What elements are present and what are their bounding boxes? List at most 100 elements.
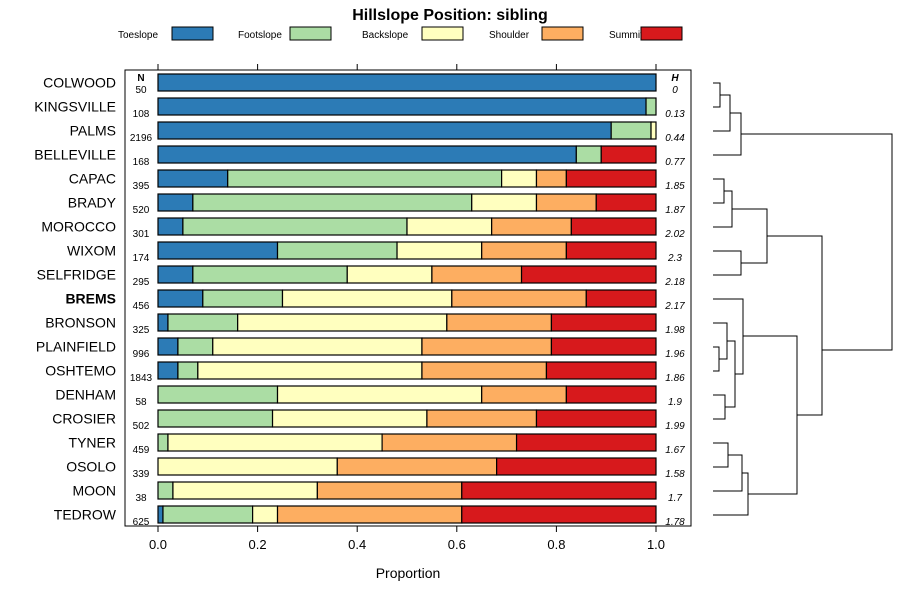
bar-segment-summit	[570, 217, 657, 236]
bar-segment-summit	[515, 433, 657, 452]
n-value: 174	[133, 253, 150, 264]
bar-row-osolo	[157, 457, 657, 476]
bar-segment-summit	[545, 361, 657, 380]
bar-row-tedrow	[157, 505, 657, 524]
h-value: 1.86	[665, 373, 685, 384]
n-value: 50	[135, 85, 147, 96]
legend: Toeslope Footslope Backslope Shoulder Summit	[118, 26, 683, 41]
n-value: 301	[133, 229, 150, 240]
bar-segment-summit	[535, 409, 657, 428]
h-header: H	[671, 73, 679, 84]
bar-segment-summit	[496, 457, 657, 476]
bar-segment-footslope	[157, 409, 274, 428]
h-value: 0.13	[665, 109, 685, 120]
bar-segment-footslope	[202, 289, 284, 308]
category-label: DENHAM	[55, 387, 116, 403]
bar-segment-summit	[565, 169, 657, 188]
h-value: 1.58	[665, 469, 685, 480]
dendrogram-branch	[743, 335, 798, 495]
dendrogram-branch	[713, 322, 728, 360]
category-label: TYNER	[69, 435, 116, 451]
n-value: 459	[133, 445, 150, 456]
bar-segment-footslope	[177, 361, 199, 380]
category-label: MOROCCO	[41, 219, 116, 235]
bar-segment-footslope	[157, 385, 279, 404]
n-column: N 50 108 2196 168 395 520 301 174 295 456 325 996 18…	[130, 73, 153, 528]
h-value: 0.77	[665, 157, 685, 168]
bar-segment-toeslope	[157, 241, 279, 260]
bar-segment-footslope	[276, 241, 398, 260]
legend-swatch-summit	[640, 26, 683, 41]
bar-segment-backslope	[396, 241, 483, 260]
bar-segment-shoulder	[316, 481, 463, 500]
bar-row-kingsville	[157, 97, 657, 116]
dendrogram-branch	[713, 394, 726, 420]
bar-area	[157, 73, 657, 524]
bar-segment-footslope	[192, 265, 348, 284]
category-label: TEDROW	[54, 507, 117, 523]
bar-segment-toeslope	[157, 361, 179, 380]
category-label: WIXOM	[67, 243, 116, 259]
dendrogram-branch	[713, 112, 742, 156]
bar-segment-toeslope	[157, 337, 179, 356]
x-tick-label: 0.2	[249, 537, 267, 552]
legend-swatch-footslope	[289, 26, 332, 41]
category-label: PALMS	[70, 123, 116, 139]
category-label: CROSIER	[52, 411, 116, 427]
bar-segment-footslope	[167, 313, 239, 332]
legend-label-backslope: Backslope	[362, 30, 409, 41]
bar-segment-toeslope	[157, 505, 164, 524]
bar-segment-toeslope	[157, 97, 647, 116]
bar-segment-shoulder	[535, 193, 597, 212]
bar-segment-backslope	[406, 217, 493, 236]
bar-segment-backslope	[501, 169, 538, 188]
h-value: 1.87	[665, 205, 685, 216]
dendrogram-branch	[713, 250, 742, 276]
n-value: 502	[133, 421, 150, 432]
bar-segment-footslope	[177, 337, 214, 356]
bar-segment-summit	[550, 337, 657, 356]
bar-segment-summit	[520, 265, 657, 284]
bar-segment-shoulder	[381, 433, 518, 452]
bar-segment-backslope	[237, 313, 448, 332]
bar-segment-backslope	[471, 193, 538, 212]
h-value: 1.67	[665, 445, 685, 456]
bar-segment-footslope	[227, 169, 503, 188]
dendrogram-branch	[713, 178, 725, 204]
dendrogram-branch	[713, 472, 749, 516]
bar-segment-shoulder	[276, 505, 463, 524]
x-tick-label: 0.8	[547, 537, 565, 552]
bar-segment-toeslope	[157, 121, 612, 140]
x-tick-label: 0.4	[348, 537, 366, 552]
h-value: 1.9	[668, 397, 682, 408]
h-value: 2.18	[664, 277, 685, 288]
dendrogram-branch	[713, 298, 744, 375]
category-label: SELFRIDGE	[37, 267, 116, 283]
bar-row-bronson	[157, 313, 657, 332]
bar-row-morocco	[157, 217, 657, 236]
legend-label-toeslope: Toeslope	[118, 30, 158, 41]
legend-swatch-toeslope	[171, 26, 214, 41]
bar-segment-shoulder	[426, 409, 538, 428]
n-value: 395	[133, 181, 150, 192]
category-label: OSOLO	[66, 459, 116, 475]
bar-segment-backslope	[276, 385, 483, 404]
bar-segment-shoulder	[535, 169, 567, 188]
category-label: BELLEVILLE	[34, 147, 116, 163]
dendrogram-branch	[713, 82, 721, 108]
bar-segment-shoulder	[481, 241, 567, 260]
n-value: 38	[135, 493, 147, 504]
n-value: 295	[133, 277, 150, 288]
dendrogram-branch	[767, 235, 823, 416]
category-labels: COLWOOD KINGSVILLE PALMS BELLEVILLE CAPAC BRA…	[34, 75, 117, 523]
chart-title: Hillslope Position: sibling	[352, 7, 548, 24]
bar-row-denham	[157, 385, 657, 404]
plot-frame	[124, 69, 692, 527]
bar-segment-toeslope	[157, 193, 194, 212]
n-value: 58	[135, 397, 147, 408]
bar-row-capac	[157, 169, 657, 188]
category-label: PLAINFIELD	[36, 339, 116, 355]
bar-row-oshtemo	[157, 361, 657, 380]
bar-row-belleville	[157, 145, 657, 164]
bar-segment-footslope	[182, 217, 408, 236]
